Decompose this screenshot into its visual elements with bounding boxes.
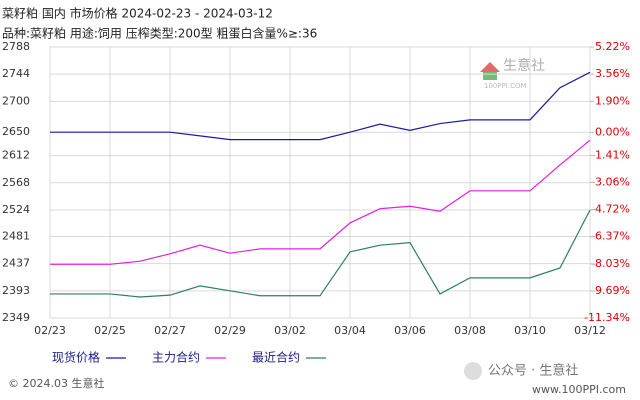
logo-icon (483, 72, 497, 80)
y2-tick-label: 0.00% (595, 125, 630, 138)
series-line (50, 71, 591, 141)
y2-tick-label: -1.41% (591, 148, 630, 161)
logo-name: 生意社 (503, 57, 545, 74)
y2-tick-label: -9.69% (591, 284, 630, 297)
footer: © 2024.03 生意社 (8, 376, 104, 390)
y2-tick-label: 1.90% (595, 94, 630, 107)
y-tick-label: 2650 (2, 125, 30, 138)
y2-tick-label: -8.03% (591, 257, 630, 270)
x-tick-label: 03/08 (454, 324, 486, 337)
y-tick-label: 2744 (2, 67, 30, 80)
y-tick-label: 2788 (2, 40, 30, 53)
legend-label: 主力合约 (152, 350, 200, 365)
y-tick-label: 2481 (2, 230, 30, 243)
y2-tick-label: -11.34% (584, 311, 630, 324)
x-tick-label: 03/06 (394, 324, 426, 337)
legend-label: 最近合约 (252, 350, 300, 365)
series-line (50, 209, 591, 298)
x-tick-label: 02/29 (214, 324, 246, 337)
x-tick-label: 03/12 (574, 324, 606, 337)
series-line (50, 139, 591, 265)
chart-subtitle: 品种:菜籽粕 用途:饲用 压榨类型:200型 粗蛋白含量%≥:36 (2, 26, 317, 41)
x-tick-label: 03/04 (334, 324, 366, 337)
logo-icon (480, 62, 500, 72)
x-tick-label: 02/25 (94, 324, 126, 337)
y-tick-label: 2349 (2, 311, 30, 324)
y2-tick-label: -3.06% (591, 176, 630, 189)
x-tick-label: 02/23 (34, 324, 66, 337)
chart-title: 菜籽粕 国内 市场价格 2024-02-23 - 2024-03-12 (2, 6, 273, 21)
logo-url: 100PPI.COM (484, 82, 527, 90)
y-tick-label: 2612 (2, 149, 30, 162)
y2-tick-label: 3.56% (595, 67, 630, 80)
y-tick-label: 2524 (2, 203, 30, 216)
y-tick-label: 2700 (2, 94, 30, 107)
y-tick-label: 2393 (2, 284, 30, 297)
x-tick-label: 02/27 (154, 324, 186, 337)
x-tick-label: 03/10 (514, 324, 546, 337)
y2-tick-label: -6.37% (591, 230, 630, 243)
logo: 生意社 100PPI.COM (480, 57, 545, 90)
y2-tick-label: 5.22% (595, 40, 630, 53)
watermark-site: www.100PPI.com (532, 383, 626, 396)
y-tick-label: 2568 (2, 176, 30, 189)
wechat-icon (464, 362, 482, 380)
y-tick-label: 2437 (2, 257, 30, 270)
legend-label: 现货价格 (52, 350, 100, 365)
watermark-account: 公众号 · 生意社 (488, 363, 578, 379)
y2-tick-label: -4.72% (591, 203, 630, 216)
x-tick-label: 03/02 (274, 324, 306, 337)
